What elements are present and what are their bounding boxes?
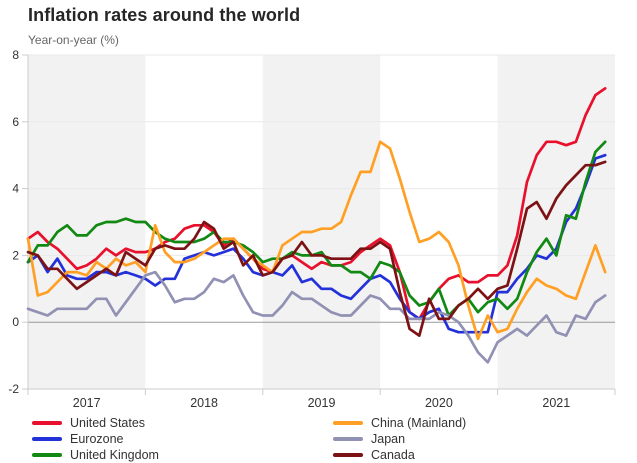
legend-swatch-united-kingdom	[32, 453, 62, 457]
legend-label-eurozone: Eurozone	[70, 432, 124, 446]
y-tick-label: 2	[12, 248, 19, 262]
legend-column-left: United States Eurozone United Kingdom	[32, 415, 159, 463]
plot-band-2019	[262, 55, 381, 389]
plot-band-2017	[28, 55, 146, 389]
legend-swatch-canada	[333, 453, 363, 457]
series-united-kingdom	[26, 140, 607, 317]
x-tick-label: 2017	[73, 396, 101, 410]
legend-item-japan: Japan	[333, 431, 466, 447]
chart-title: Inflation rates around the world	[28, 5, 301, 25]
series-japan	[26, 270, 607, 364]
legend-label-canada: Canada	[371, 448, 415, 462]
legend-swatch-united-states	[32, 421, 62, 425]
legend-column-right: China (Mainland) Japan Canada	[333, 415, 466, 463]
legend-label-united-kingdom: United Kingdom	[70, 448, 159, 462]
x-tick-label: 2021	[542, 396, 570, 410]
series-united-states	[26, 87, 607, 321]
legend-label-china-mainland: China (Mainland)	[371, 416, 467, 430]
legend-item-china-mainland: China (Mainland)	[333, 415, 466, 431]
legend-item-united-kingdom: United Kingdom	[32, 447, 159, 463]
legend-swatch-japan	[333, 437, 363, 441]
x-tick-label: 2018	[190, 396, 218, 410]
legend-item-canada: Canada	[333, 447, 466, 463]
legend-swatch-china-mainland	[333, 421, 363, 425]
x-tick-label: 2020	[425, 396, 453, 410]
y-tick-label: 4	[12, 182, 19, 196]
y-tick-label: 0	[12, 315, 19, 329]
legend-label-united-states: United States	[70, 416, 146, 430]
chart-legend: United States Eurozone United Kingdom Chin…	[0, 415, 637, 463]
legend-swatch-eurozone	[32, 437, 62, 441]
y-tick-label: 8	[12, 48, 19, 62]
plot-band-2021	[497, 55, 615, 389]
legend-item-united-states: United States	[32, 415, 159, 431]
series-china-mainland	[26, 140, 607, 341]
series-canada	[26, 160, 607, 337]
series-eurozone	[26, 153, 607, 334]
y-tick-label: -2	[8, 382, 19, 396]
x-tick-label: 2019	[308, 396, 336, 410]
chart-subtitle: Year-on-year (%)	[28, 33, 119, 47]
legend-label-japan: Japan	[371, 432, 406, 446]
line-chart: -2 0 2 4 6 8 2017 2018 2019 2020 2021	[8, 48, 616, 410]
y-tick-label: 6	[12, 115, 19, 129]
legend-item-eurozone: Eurozone	[32, 431, 159, 447]
